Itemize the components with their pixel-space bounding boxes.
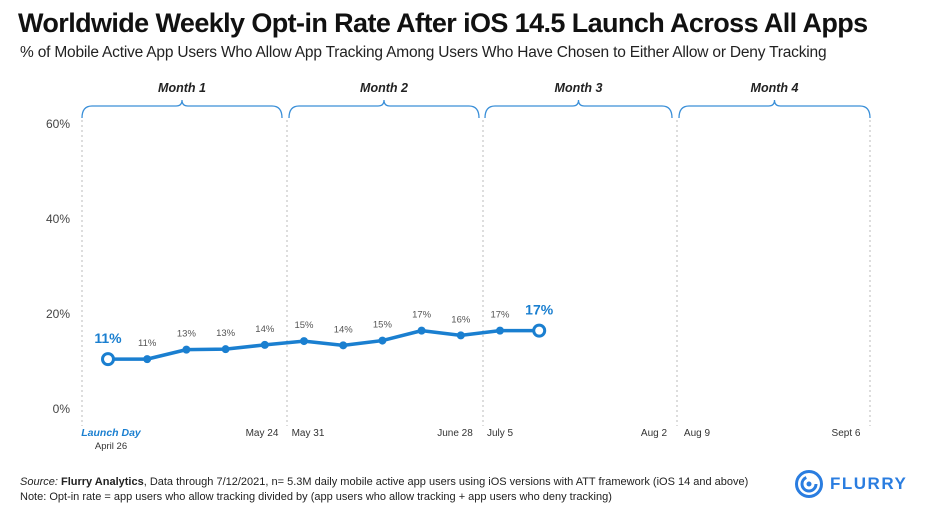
data-label-highlight: 17%: [525, 302, 554, 318]
y-tick-label: 0%: [53, 402, 71, 416]
launch-date-label: April 26: [95, 441, 127, 452]
series-line: [108, 328, 540, 361]
data-label-highlight: 11%: [94, 330, 122, 346]
data-label: 14%: [334, 324, 354, 335]
data-point: [300, 337, 308, 346]
chart-title: Worldwide Weekly Opt-in Rate After iOS 1…: [18, 8, 868, 38]
x-tick-label: July 5: [487, 428, 514, 439]
y-tick-label: 40%: [46, 212, 70, 226]
month-brace: [484, 99, 673, 119]
footer: Source: Flurry Analytics, Data through 7…: [20, 475, 748, 505]
month-label: Month 3: [555, 81, 603, 95]
x-tick-label: May 31: [292, 428, 325, 439]
endpoint-marker: [101, 352, 115, 367]
chart-subtitle: % of Mobile Active App Users Who Allow A…: [20, 44, 827, 61]
source-line: Source: Flurry Analytics, Data through 7…: [20, 475, 748, 490]
x-tick-label: Sept 6: [832, 428, 861, 439]
note-line: Note: Opt-in rate = app users who allow …: [20, 491, 612, 503]
data-point: [456, 331, 465, 340]
source-name: Flurry Analytics: [60, 476, 144, 488]
source-detail: , Data through 7/12/2021, n= 5.3M daily …: [143, 476, 749, 488]
data-label: 11%: [138, 338, 157, 349]
x-tick-label: June 28: [437, 428, 473, 439]
month-brace: [81, 99, 283, 119]
data-point: [496, 326, 504, 335]
flurry-logo: FLURRY: [795, 470, 907, 498]
data-label: 15%: [373, 320, 393, 331]
y-tick-label: 60%: [46, 117, 70, 131]
data-point: [417, 326, 426, 335]
data-label: 17%: [412, 310, 432, 321]
data-label: 13%: [216, 328, 236, 339]
data-point: [143, 355, 152, 364]
data-point: [339, 341, 348, 350]
data-point: [378, 336, 387, 345]
data-label: 13%: [177, 329, 197, 340]
data-label: 14%: [255, 324, 275, 335]
month-brace: [678, 99, 871, 119]
launch-day-label: Launch Day: [81, 427, 142, 439]
month-label: Month 4: [751, 81, 799, 95]
x-tick-label: Aug 2: [641, 428, 668, 439]
data-point: [221, 345, 230, 354]
data-point: [182, 345, 191, 354]
data-point: [260, 340, 269, 349]
x-tick-label: Aug 9: [684, 428, 711, 439]
y-tick-label: 20%: [46, 307, 70, 321]
x-tick-label: May 24: [246, 428, 279, 439]
endpoint-marker: [532, 323, 547, 338]
month-label: Month 1: [158, 81, 206, 95]
month-brace: [288, 99, 480, 119]
data-label: 17%: [490, 310, 510, 321]
data-label: 16%: [451, 314, 471, 325]
line-chart: 60% 40% 20% 0% Month 1 Month 2 Month 3 Month 4 M…: [46, 81, 871, 452]
flurry-logo-icon: [795, 470, 823, 498]
flurry-logo-text: FLURRY: [830, 474, 908, 493]
data-label: 15%: [294, 320, 314, 331]
month-label: Month 2: [360, 81, 408, 95]
source-prefix: Source:: [20, 476, 61, 488]
